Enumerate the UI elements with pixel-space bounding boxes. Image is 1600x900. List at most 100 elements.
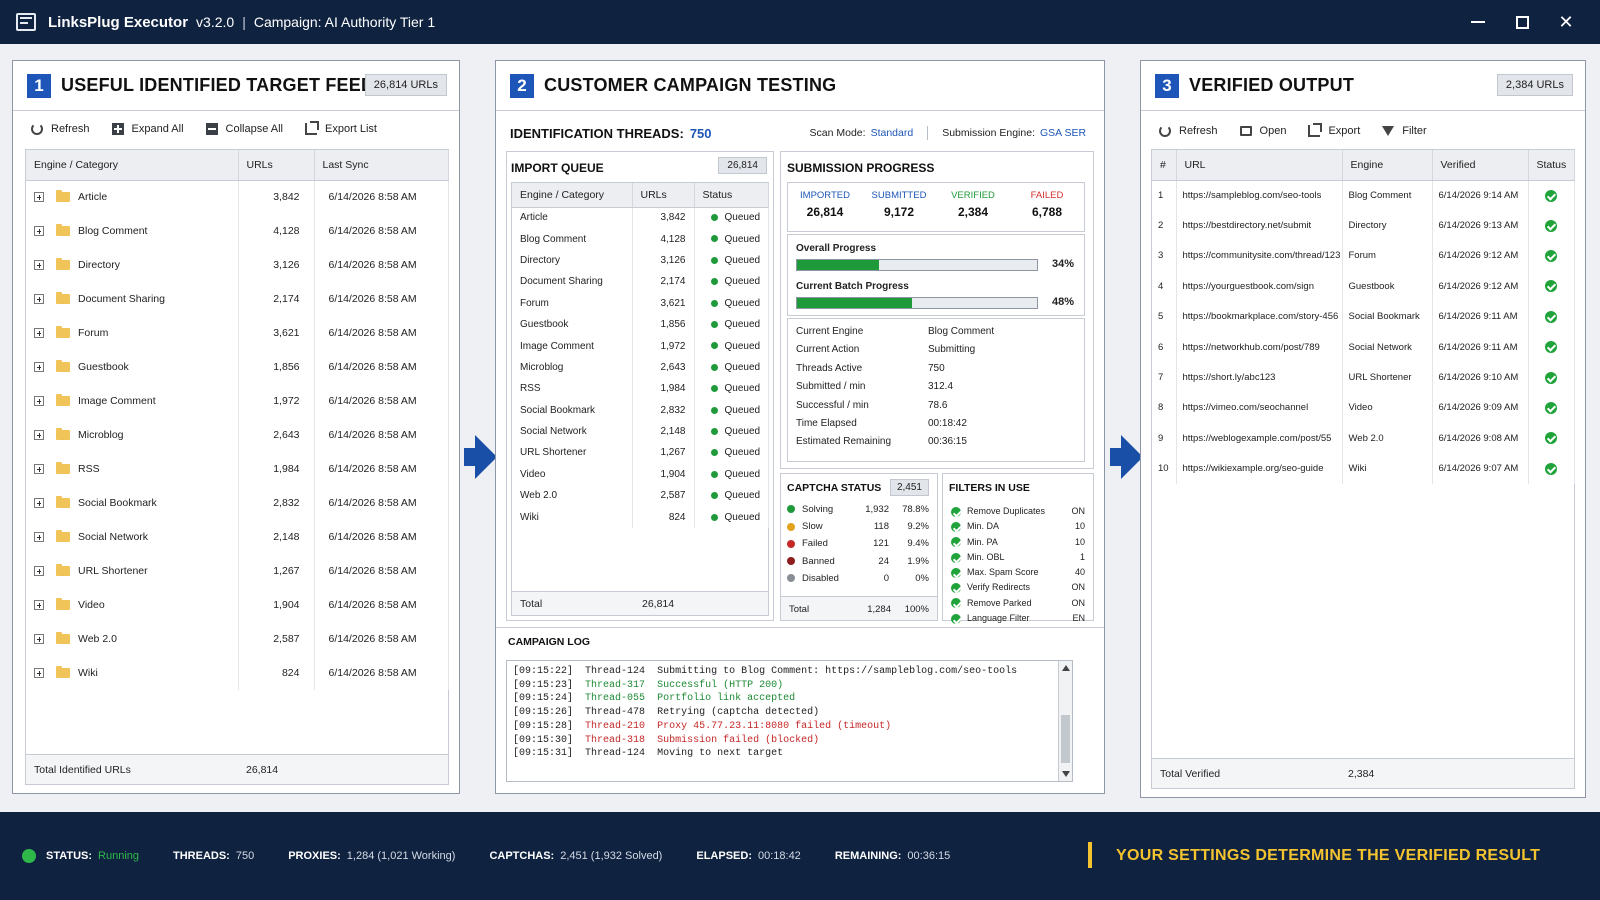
url-link[interactable]: https://yourguestbook.com/sign xyxy=(1176,271,1343,302)
expand-icon[interactable] xyxy=(34,464,44,475)
table-row[interactable]: RSS 1,984 Queued xyxy=(512,378,769,400)
table-row[interactable]: Forum 3,621 Queued xyxy=(512,292,769,314)
url-link[interactable]: https://networkhub.com/post/789 xyxy=(1176,331,1343,363)
url-link[interactable]: https://sampleblog.com/seo-tools xyxy=(1176,180,1343,211)
column-header-engine[interactable]: Engine / Category xyxy=(512,183,633,208)
scroll-thumb[interactable] xyxy=(1061,715,1070,763)
table-row[interactable]: 1 https://sampleblog.com/seo-tools Blog Co… xyxy=(1152,180,1575,211)
table-row[interactable]: Guestbook 1,856 6/14/2026 8:58 AM xyxy=(26,350,449,384)
column-header-urls[interactable]: URLs xyxy=(238,150,315,181)
table-row[interactable]: Article 3,842 6/14/2026 8:58 AM xyxy=(26,180,449,214)
table-row[interactable]: 3 https://communitysite.com/thread/123 For… xyxy=(1152,240,1575,272)
table-row[interactable]: URL Shortener 1,267 Queued xyxy=(512,442,769,464)
submission-engine-value[interactable]: GSA SER xyxy=(1040,127,1087,139)
table-row[interactable]: 5 https://bookmarkplace.com/story-456 Soci… xyxy=(1152,301,1575,332)
table-row[interactable]: 6 https://networkhub.com/post/789 Social N… xyxy=(1152,331,1575,363)
expand-icon[interactable] xyxy=(34,226,44,237)
url-count-cell: 1,267 xyxy=(632,442,695,464)
refresh-button[interactable]: Refresh xyxy=(31,123,90,135)
filter-button[interactable]: Filter xyxy=(1382,125,1427,137)
log-scrollbar[interactable] xyxy=(1058,661,1072,781)
expand-icon[interactable] xyxy=(34,498,44,509)
expand-icon[interactable] xyxy=(34,192,44,203)
table-row[interactable]: Video 1,904 Queued xyxy=(512,463,769,486)
scan-mode-value[interactable]: Standard xyxy=(870,127,914,139)
url-link[interactable]: https://communitysite.com/thread/123 xyxy=(1176,240,1343,272)
table-row[interactable]: Blog Comment 4,128 6/14/2026 8:58 AM xyxy=(26,214,449,248)
expand-icon[interactable] xyxy=(34,600,44,611)
table-row[interactable]: 10 https://wikiexample.org/seo-guide Wiki 6… xyxy=(1152,453,1575,484)
expand-icon[interactable] xyxy=(34,362,44,373)
table-row[interactable]: Document Sharing 2,174 6/14/2026 8:58 AM xyxy=(26,282,449,316)
url-link[interactable]: https://weblogexample.com/post/55 xyxy=(1176,423,1343,454)
table-row[interactable]: Social Bookmark 2,832 6/14/2026 8:58 AM xyxy=(26,486,449,520)
table-row[interactable]: Microblog 2,643 6/14/2026 8:58 AM xyxy=(26,418,449,452)
expand-all-button[interactable]: Expand All xyxy=(111,123,184,135)
collapse-all-button[interactable]: Collapse All xyxy=(205,123,283,135)
url-link[interactable]: https://bookmarkplace.com/story-456 xyxy=(1176,301,1343,332)
table-row[interactable]: 4 https://yourguestbook.com/sign Guestbook… xyxy=(1152,271,1575,302)
minimize-button[interactable] xyxy=(1456,0,1500,44)
table-row[interactable]: Microblog 2,643 Queued xyxy=(512,356,769,379)
status-text: Queued xyxy=(724,426,761,438)
table-row[interactable]: Wiki 824 6/14/2026 8:58 AM xyxy=(26,656,449,690)
table-row[interactable]: Web 2.0 2,587 6/14/2026 8:58 AM xyxy=(26,622,449,656)
table-row[interactable]: RSS 1,984 6/14/2026 8:58 AM xyxy=(26,452,449,486)
campaign-log-output[interactable]: [09:15:22] Thread-124 Submitting to Blog… xyxy=(506,660,1073,782)
table-row[interactable]: Document Sharing 2,174 Queued xyxy=(512,271,769,293)
expand-icon[interactable] xyxy=(34,532,44,543)
filter-row: Min. DA 10 xyxy=(951,521,1085,536)
export-list-button[interactable]: Export List xyxy=(305,121,377,135)
table-row[interactable]: Wiki 824 Queued xyxy=(512,506,769,528)
scroll-down-icon[interactable] xyxy=(1062,771,1070,777)
column-header-status[interactable]: Status xyxy=(1528,150,1575,181)
open-button[interactable]: Open xyxy=(1239,125,1286,137)
table-row[interactable]: Directory 3,126 Queued xyxy=(512,249,769,272)
table-row[interactable]: Image Comment 1,972 6/14/2026 8:58 AM xyxy=(26,384,449,418)
table-row[interactable]: 7 https://short.ly/abc123 URL Shortener 6/1… xyxy=(1152,362,1575,393)
expand-icon[interactable] xyxy=(34,396,44,407)
column-header-last-sync[interactable]: Last Sync xyxy=(314,150,449,181)
url-link[interactable]: https://bestdirectory.net/submit xyxy=(1176,210,1343,241)
expand-icon[interactable] xyxy=(34,668,44,679)
table-row[interactable]: Video 1,904 6/14/2026 8:58 AM xyxy=(26,588,449,622)
table-row[interactable]: 2 https://bestdirectory.net/submit Directo… xyxy=(1152,210,1575,241)
expand-icon[interactable] xyxy=(34,260,44,271)
column-header-url[interactable]: URL xyxy=(1176,150,1343,181)
url-link[interactable]: https://vimeo.com/seochannel xyxy=(1176,392,1343,424)
refresh-button[interactable]: Refresh xyxy=(1159,125,1218,137)
table-row[interactable]: Guestbook 1,856 Queued xyxy=(512,313,769,336)
table-row[interactable]: Article 3,842 Queued xyxy=(512,207,769,229)
column-header-urls[interactable]: URLs xyxy=(632,183,695,208)
detail-row: Time Elapsed 00:18:42 xyxy=(796,418,1076,436)
column-header-engine[interactable]: Engine xyxy=(1342,150,1433,181)
close-button[interactable]: ✕ xyxy=(1544,0,1588,44)
table-row[interactable]: Forum 3,621 6/14/2026 8:58 AM xyxy=(26,316,449,350)
scroll-up-icon[interactable] xyxy=(1062,665,1070,671)
table-row[interactable]: Image Comment 1,972 Queued xyxy=(512,335,769,357)
column-header-status[interactable]: Status xyxy=(694,183,769,208)
column-header-verified[interactable]: Verified xyxy=(1432,150,1529,181)
url-link[interactable]: https://short.ly/abc123 xyxy=(1176,362,1343,393)
expand-icon[interactable] xyxy=(34,430,44,441)
table-row[interactable]: Web 2.0 2,587 Queued xyxy=(512,485,769,507)
table-row[interactable]: URL Shortener 1,267 6/14/2026 8:58 AM xyxy=(26,554,449,588)
column-header-engine[interactable]: Engine / Category xyxy=(26,150,239,181)
maximize-button[interactable] xyxy=(1500,0,1544,44)
table-row[interactable]: Social Network 2,148 6/14/2026 8:58 AM xyxy=(26,520,449,554)
url-link[interactable]: https://wikiexample.org/seo-guide xyxy=(1176,453,1343,484)
table-row[interactable]: Social Network 2,148 Queued xyxy=(512,420,769,443)
log-time: [09:15:26] xyxy=(513,707,574,719)
verified-output-header: 3 VERIFIED OUTPUT 2,384 URLs xyxy=(1141,61,1585,111)
table-row[interactable]: 8 https://vimeo.com/seochannel Video 6/14/2… xyxy=(1152,392,1575,424)
table-row[interactable]: Social Bookmark 2,832 Queued xyxy=(512,399,769,421)
expand-icon[interactable] xyxy=(34,634,44,645)
column-header-number[interactable]: # xyxy=(1152,150,1177,181)
table-row[interactable]: 9 https://weblogexample.com/post/55 Web 2.… xyxy=(1152,423,1575,454)
table-row[interactable]: Directory 3,126 6/14/2026 8:58 AM xyxy=(26,248,449,282)
table-row[interactable]: Blog Comment 4,128 Queued xyxy=(512,228,769,250)
expand-icon[interactable] xyxy=(34,566,44,577)
export-button[interactable]: Export xyxy=(1308,123,1360,137)
expand-icon[interactable] xyxy=(34,294,44,305)
expand-icon[interactable] xyxy=(34,328,44,339)
